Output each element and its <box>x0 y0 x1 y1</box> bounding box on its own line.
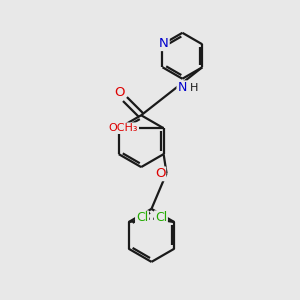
Text: H: H <box>190 83 199 93</box>
Text: OCH₃: OCH₃ <box>109 123 138 133</box>
Text: Cl: Cl <box>136 211 148 224</box>
Text: O: O <box>155 167 165 180</box>
Text: Cl: Cl <box>155 211 167 224</box>
Text: N: N <box>159 37 169 50</box>
Text: O: O <box>114 86 125 99</box>
Text: N: N <box>177 81 187 94</box>
